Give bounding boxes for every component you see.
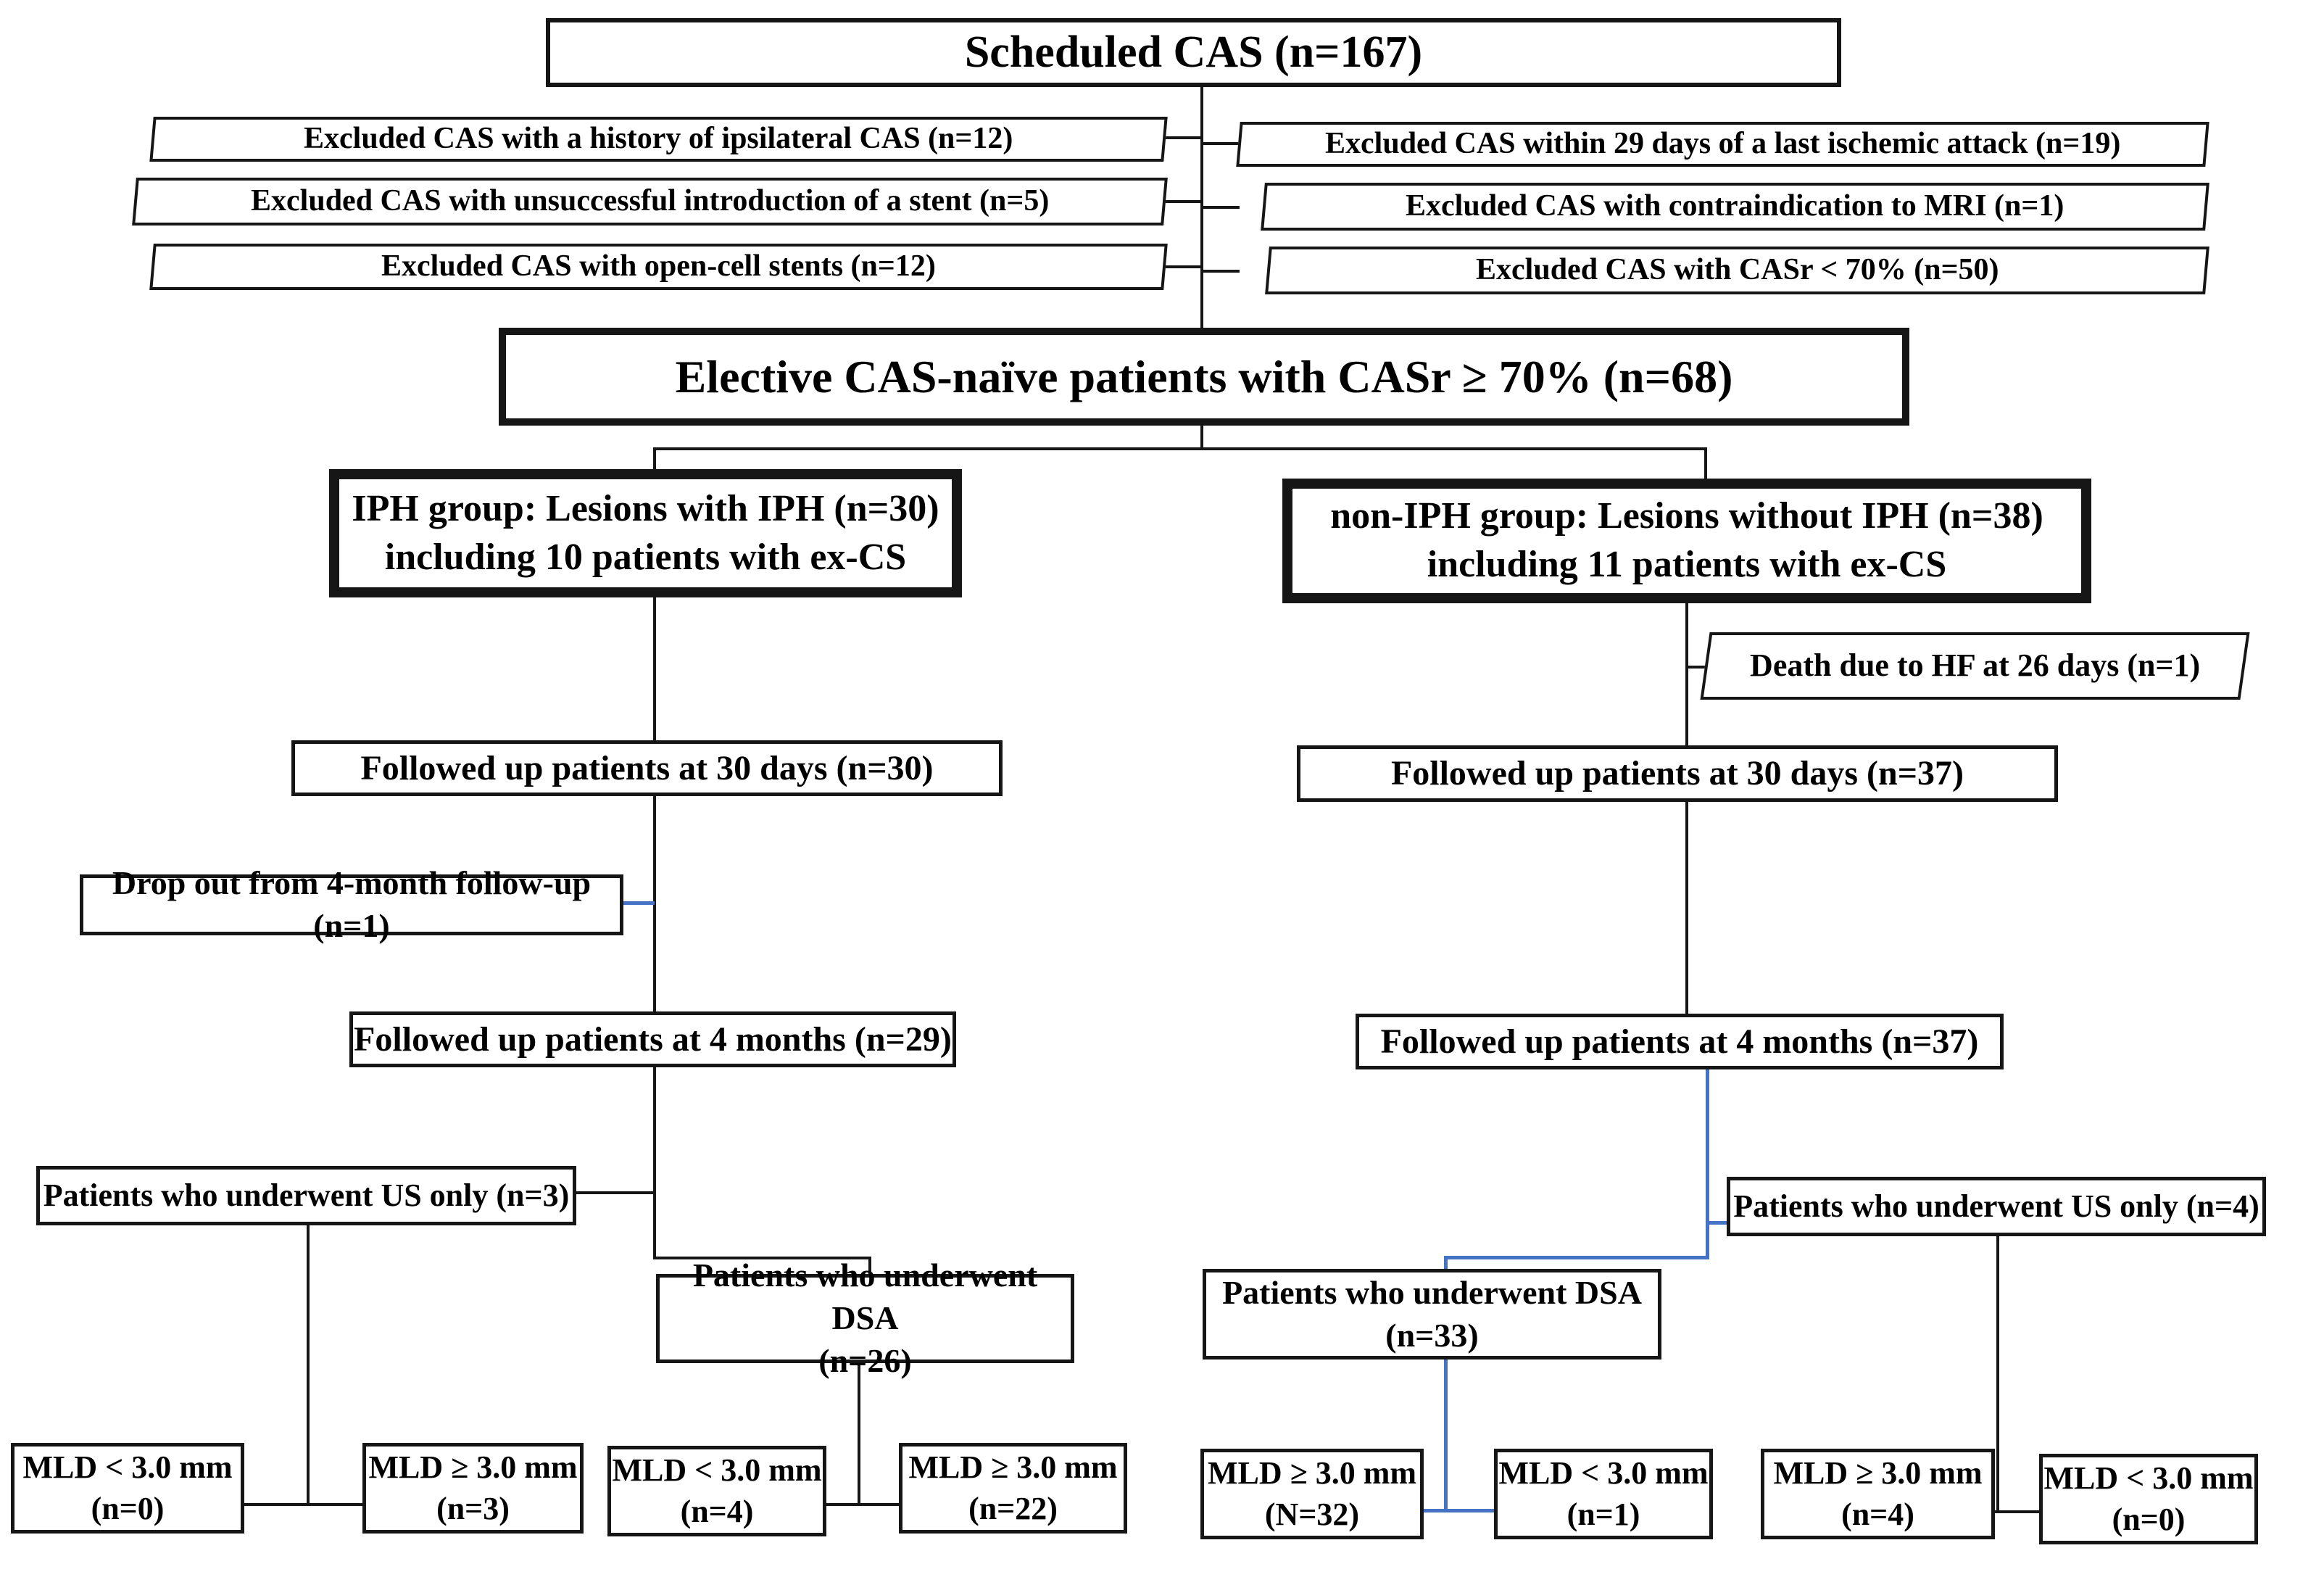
box-us-only-iph: Patients who underwent US only (n=3) — [36, 1166, 576, 1225]
excl-death-hf-label: Death due to HF at 26 days (n=1) — [1749, 647, 2201, 684]
box-mld-ge3-n32-noniph: MLD ≥ 3.0 mm (N=32) — [1200, 1449, 1424, 1539]
excl-ischemic-attack-label: Excluded CAS within 29 days of a last is… — [1324, 127, 2121, 161]
box-us-only-noniph: Patients who underwent US only (n=4) — [1727, 1177, 2266, 1236]
connector-fu30-to-fu4-left — [653, 796, 656, 1013]
excl-open-cell-stents: Excluded CAS with open-cell stents (n=12… — [149, 244, 1168, 290]
connector-noniph-to-fu30 — [1685, 603, 1688, 745]
connector-t-mld-right-2 — [1995, 1510, 2039, 1513]
connector-us-left-down — [307, 1225, 310, 1506]
connector-dropout-stub-blue — [622, 901, 655, 905]
box-mld-lt3-n0-iph: MLD < 3.0 mm (n=0) — [11, 1443, 244, 1534]
box-mld-ge3-n3-iph: MLD ≥ 3.0 mm (n=3) — [362, 1443, 584, 1534]
connector-stub-excl-left-3 — [1163, 265, 1202, 268]
connector-fu30-to-fu4-right — [1685, 802, 1688, 1014]
connector-fu4-left-down — [653, 1067, 656, 1259]
excl-dropout-4month: Drop out from 4-month follow-up (n=1) — [80, 864, 623, 944]
excl-mri-contraindication-label: Excluded CAS with contraindication to MR… — [1406, 189, 2064, 223]
connector-us-right-down — [1996, 1236, 1999, 1513]
connector-elbow-right-into-dsa-blue — [1444, 1256, 1448, 1272]
connector-stub-excl-right-1 — [1202, 142, 1240, 145]
excl-stent-introduction-label: Excluded CAS with unsuccessful introduct… — [250, 184, 1050, 218]
box-mld-lt3-n1-noniph: MLD < 3.0 mm (n=1) — [1494, 1449, 1713, 1539]
box-iph-group: IPH group: Lesions with IPH (n=30) inclu… — [329, 469, 962, 597]
excl-stent-introduction: Excluded CAS with unsuccessful introduct… — [132, 178, 1168, 225]
connector-elbow-left-into-dsa — [868, 1257, 871, 1275]
box-mld-ge3-n4-noniph: MLD ≥ 3.0 mm (n=4) — [1761, 1449, 1995, 1539]
box-followup-4months-iph: Followed up patients at 4 months (n=29) — [349, 1011, 956, 1067]
excl-ischemic-attack: Excluded CAS within 29 days of a last is… — [1236, 122, 2209, 167]
connector-elbow-right-horizontal-blue — [1444, 1256, 1709, 1259]
connector-noniph-down — [1704, 447, 1707, 480]
connector-iph-to-fu30 — [653, 597, 656, 742]
box-mld-ge3-n22-iph: MLD ≥ 3.0 mm (n=22) — [899, 1443, 1127, 1534]
connector-elbow-left-horizontal — [653, 1257, 871, 1259]
excl-ipsilateral-cas-label: Excluded CAS with a history of ipsilater… — [304, 122, 1013, 156]
connector-t-mld-right-1-blue — [1421, 1509, 1495, 1512]
connector-stub-excl-left-1 — [1163, 136, 1202, 139]
excl-death-hf: Death due to HF at 26 days (n=1) — [1700, 632, 2250, 700]
connector-stub-us-left — [576, 1191, 655, 1194]
connector-stub-death — [1685, 666, 1710, 669]
excl-open-cell-stents-label: Excluded CAS with open-cell stents (n=12… — [381, 249, 936, 284]
connector-dsa-left-down — [858, 1363, 860, 1506]
box-mld-lt3-n4-iph: MLD < 3.0 mm (n=4) — [607, 1446, 826, 1536]
connector-t-mld-left-2 — [826, 1503, 899, 1506]
box-elective-patients: Elective CAS-naïve patients with CASr ≥ … — [499, 328, 1909, 426]
box-non-iph-group: non-IPH group: Lesions without IPH (n=38… — [1282, 479, 2091, 603]
connector-fu4-right-down-blue — [1706, 1069, 1709, 1259]
connector-stub-excl-left-2 — [1163, 200, 1202, 203]
excl-mri-contraindication: Excluded CAS with contraindication to MR… — [1261, 183, 2209, 231]
box-scheduled-cas: Scheduled CAS (n=167) — [546, 18, 1841, 87]
connector-iph-down — [653, 447, 656, 471]
box-dsa-noniph: Patients who underwent DSA (n=33) — [1203, 1269, 1661, 1360]
box-mld-lt3-n0-noniph: MLD < 3.0 mm (n=0) — [2039, 1454, 2258, 1544]
box-followup-30days-noniph: Followed up patients at 30 days (n=37) — [1297, 745, 2058, 802]
connector-stub-excl-right-3 — [1202, 270, 1240, 273]
connector-stub-us-right-blue — [1709, 1221, 1728, 1225]
connector-t-mld-left-1 — [244, 1503, 362, 1506]
excl-ipsilateral-cas: Excluded CAS with a history of ipsilater… — [149, 117, 1168, 162]
box-followup-4months-noniph: Followed up patients at 4 months (n=37) — [1356, 1014, 2004, 1069]
connector-dsa-right-down-blue — [1444, 1360, 1448, 1512]
box-dsa-iph: Patients who underwent DSA (n=26) — [656, 1257, 1074, 1379]
connector-elective-down — [1200, 426, 1203, 449]
connector-stub-excl-right-2 — [1202, 206, 1240, 209]
connector-branch-horizontal — [653, 447, 1707, 450]
box-followup-30days-iph: Followed up patients at 30 days (n=30) — [291, 740, 1003, 796]
excl-casr-below-70: Excluded CAS with CASr < 70% (n=50) — [1265, 247, 2209, 294]
excl-casr-below-70-label: Excluded CAS with CASr < 70% (n=50) — [1475, 253, 1999, 287]
